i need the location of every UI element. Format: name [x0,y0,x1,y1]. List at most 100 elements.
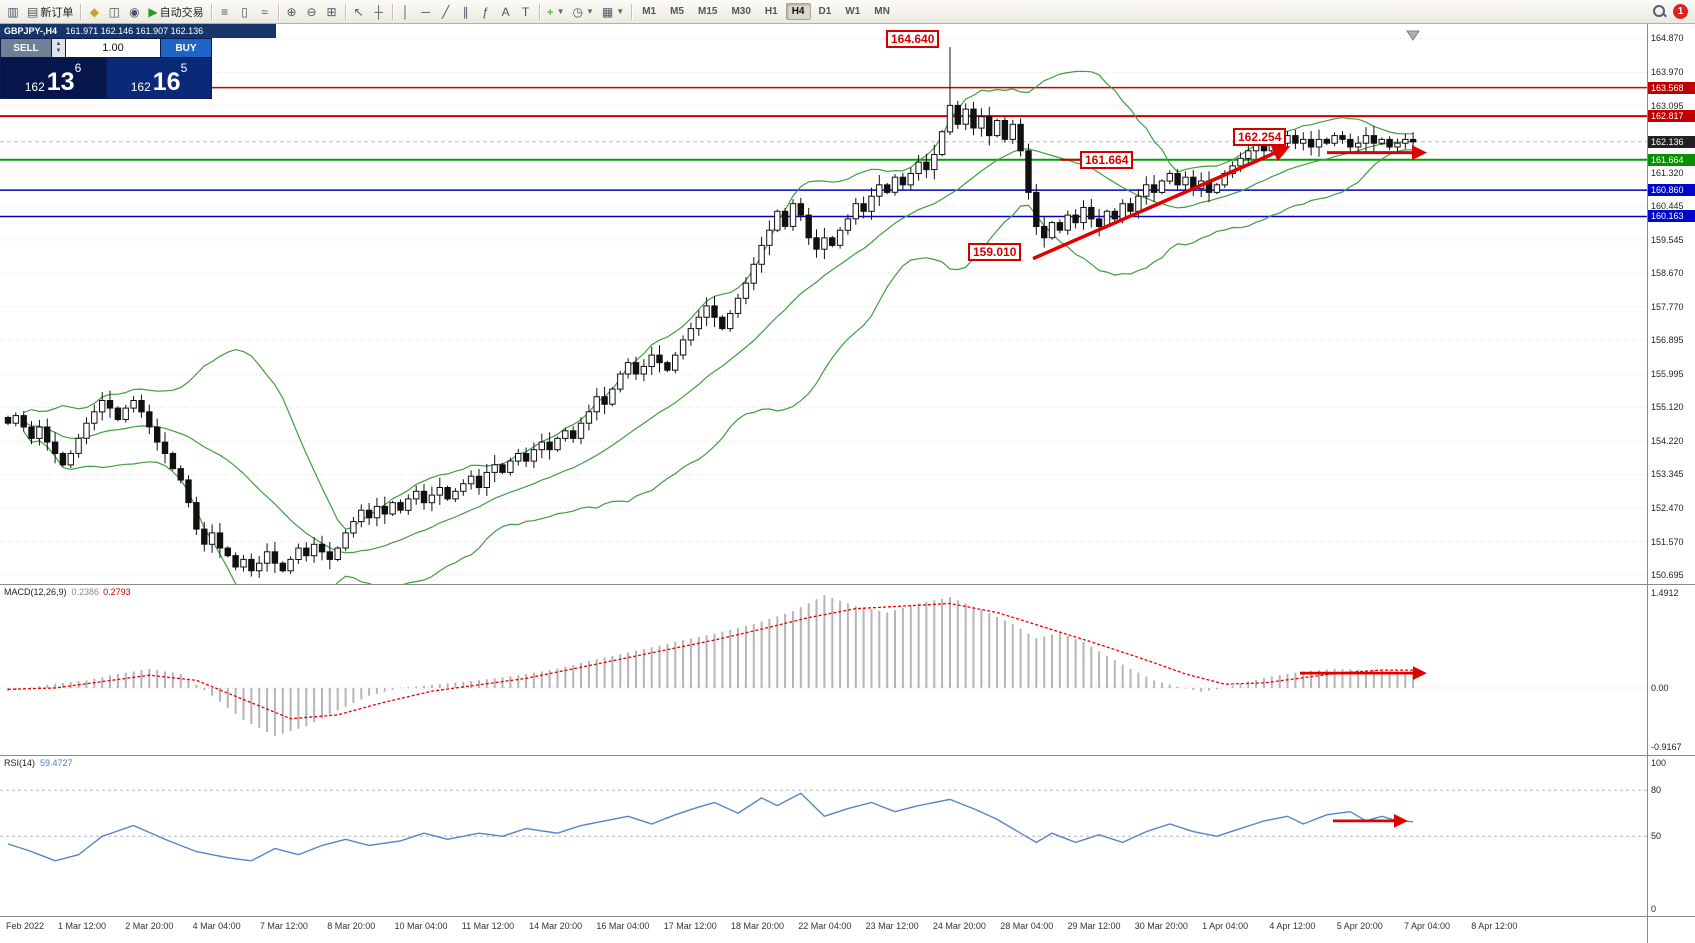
ohlc-values: 161.971 162.146 161.907 162.136 [65,26,204,36]
search-icon[interactable] [1652,4,1667,19]
timeframe-buttons: M1 M5 M15 M30 H1 H4 D1 W1 MN [635,3,897,20]
time-axis-label: 16 Mar 04:00 [596,921,650,931]
candlestick-chart-icon[interactable]: ▯ [241,4,248,19]
timeframe-button-d1[interactable]: D1 [818,6,832,17]
price-tick-label: 163.970 [1651,67,1684,78]
timeframe-button-h4[interactable]: H4 [785,3,811,20]
price-tag: 161.664 [1648,153,1695,166]
trendline-icon[interactable]: ╱ [441,4,450,19]
time-axis-label: 7 Apr 04:00 [1404,921,1451,931]
price-tick-label: 150.695 [1651,569,1684,580]
text-icon[interactable]: A [501,4,510,19]
axis-corner [1648,917,1695,943]
price-tag: 162.136 [1648,135,1695,148]
profiles-icon[interactable]: ◫ [108,4,121,19]
rsi-pane[interactable]: RSI(14) 59.4727 [0,756,1647,917]
macd-indicator-chart[interactable] [0,585,1647,755]
price-tick-label: 153.345 [1651,469,1684,480]
channel-icon[interactable]: ∥ [462,4,469,19]
time-axis-label: 8 Mar 20:00 [327,921,376,931]
macd-tick-label: 0.00 [1651,683,1669,693]
timeframe-button-h1[interactable]: H1 [764,6,778,17]
tile-windows-icon[interactable]: ⊞ [326,4,337,19]
price-chart[interactable] [0,24,1647,584]
timeframe-button-m15[interactable]: M15 [698,6,718,17]
new-chart-icon[interactable]: ▥ [7,4,19,19]
timeframe-button-m30[interactable]: M30 [731,6,751,17]
price-tick-label: 155.995 [1651,369,1684,380]
time-axis-label: 18 Mar 20:00 [731,921,785,931]
price-annotation[interactable]: 162.254 [1233,128,1287,147]
time-axis-label: 4 Apr 12:00 [1269,921,1316,931]
time-axis-label: 22 Mar 04:00 [798,921,852,931]
price-scale[interactable]: 164.870 163.970 163.095 161.320 160.445 159.5… [1648,24,1695,585]
zoom-out-icon[interactable]: ⊖ [306,4,317,19]
price-tag: 162.817 [1648,110,1695,123]
time-axis-label: 4 Mar 04:00 [192,921,241,931]
symbol-info-bar: GBPJPY-,H4 161.971 162.146 161.907 162.1… [0,24,276,38]
time-axis-label: 10 Mar 04:00 [394,921,448,931]
buy-button[interactable]: BUY [161,39,211,57]
price-annotation[interactable]: 164.640 [886,30,940,49]
sell-button[interactable]: SELL [1,39,51,57]
rsi-label: RSI(14) 59.4727 [4,758,73,768]
price-annotation[interactable]: 161.664 [1080,150,1134,169]
price-annotation[interactable]: 159.010 [968,242,1022,261]
vertical-line-icon[interactable]: │ [401,4,410,19]
time-axis-label: 11 Mar 12:00 [461,921,515,931]
time-axis-label: 1 Mar 12:00 [58,921,107,931]
price-scale-column[interactable]: 164.870 163.970 163.095 161.320 160.445 159.5… [1647,24,1695,943]
macd-label: MACD(12,26,9) 0.2386 0.2793 [4,587,131,597]
time-axis-label: 14 Mar 20:00 [529,921,583,931]
text-label-icon[interactable]: T [521,4,530,19]
favorites-icon[interactable]: ◆ [89,4,99,19]
timeframe-button-mn[interactable]: MN [874,6,890,17]
time-axis-label: 5 Apr 20:00 [1336,921,1383,931]
time-axis-label: 30 Mar 20:00 [1134,921,1188,931]
timeframe-button-m1[interactable]: M1 [642,6,657,17]
zoom-in-icon[interactable]: ⊕ [286,4,297,19]
new-order-button[interactable]: ▤ 新订单 [27,4,74,19]
macd-tick-label: 1.4912 [1651,587,1679,598]
price-tick-label: 163.095 [1651,100,1684,111]
notification-badge[interactable]: 1 [1673,4,1688,19]
price-tag: 163.568 [1648,81,1695,94]
autotrading-button[interactable]: ▶ 自动交易 [148,4,204,19]
rsi-tick-label: 50 [1651,831,1662,842]
timeframe-button-w1[interactable]: W1 [845,6,861,17]
line-chart-icon[interactable]: ≈ [261,4,268,19]
time-axis-label: 17 Mar 12:00 [663,921,717,931]
price-tick-label: 151.570 [1651,536,1684,547]
bar-chart-icon[interactable]: ≡ [221,4,229,19]
horizontal-line-icon[interactable]: ─ [421,4,430,19]
timeframe-button-m5[interactable]: M5 [670,6,684,17]
fibonacci-icon[interactable]: ƒ [482,4,489,19]
crosshair-icon[interactable]: ┼ [374,4,383,19]
time-axis-label: Feb 2022 [6,921,45,931]
time-axis-label: 1 Apr 04:00 [1202,921,1249,931]
rsi-tick-label: 100 [1651,758,1667,768]
toolbar: ▥ ▤ 新订单 ◆ ◫ ◉ ▶ 自动交易 ≡ ▯ ≈ ⊕ ⊖ ⊞ ↖ ┼ │ ─ ╱ ∥ ƒ A T + ▼ ◷ ▼ ▦ ▼ M1 M5 M… [0,0,1695,24]
sell-price[interactable]: 162 13 6 [1,58,105,98]
price-tick-label: 157.770 [1651,302,1684,313]
macd-pane[interactable]: MACD(12,26,9) 0.2386 0.2793 [0,585,1647,756]
rsi-scale[interactable]: 100 80 50 0 [1648,756,1695,917]
toolbar-button-groups: ▥ ▤ 新订单 ◆ ◫ ◉ ▶ 自动交易 ≡ ▯ ≈ ⊕ ⊖ ⊞ ↖ ┼ │ ─ ╱ ∥ ƒ A T + ▼ ◷ ▼ ▦ ▼ [3,2,628,22]
price-tag: 160.163 [1648,210,1695,223]
price-tick-label: 154.220 [1651,436,1684,447]
price-tick-label: 161.320 [1651,167,1684,178]
cursor-icon[interactable]: ↖ [353,4,364,19]
volume-input[interactable] [66,39,160,57]
time-axis[interactable]: Feb 2022 1 Mar 12:00 2 Mar 20:00 4 Mar 04:0… [0,917,1647,943]
volume-stepper[interactable]: ▲ ▼ [52,39,65,57]
price-chart-pane[interactable]: GBPJPY-,H4 161.971 162.146 161.907 162.1… [0,24,1647,585]
period-dropdown[interactable]: ◷ ▼ [572,4,594,19]
alerts-icon[interactable]: ◉ [129,4,140,19]
buy-price[interactable]: 162 16 5 [107,58,211,98]
time-axis-label: 8 Apr 12:00 [1471,921,1518,931]
macd-scale[interactable]: 1.4912 0.00 -0.9167 [1648,585,1695,756]
rsi-indicator-chart[interactable] [0,756,1647,916]
shapes-dropdown[interactable]: + ▼ [546,4,565,19]
template-dropdown[interactable]: ▦ ▼ [601,4,625,19]
